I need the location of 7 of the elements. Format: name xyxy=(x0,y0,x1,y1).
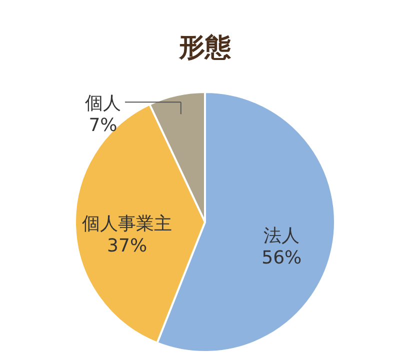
slice-label: 法人 xyxy=(264,226,300,247)
slice-label: 個人事業主 xyxy=(82,213,172,234)
chart-title: 形態 xyxy=(178,33,232,63)
slice-label: 個人 xyxy=(85,93,121,114)
data-label: 56% xyxy=(262,248,302,269)
data-label: 7% xyxy=(88,115,118,136)
data-label: 37% xyxy=(107,235,148,256)
